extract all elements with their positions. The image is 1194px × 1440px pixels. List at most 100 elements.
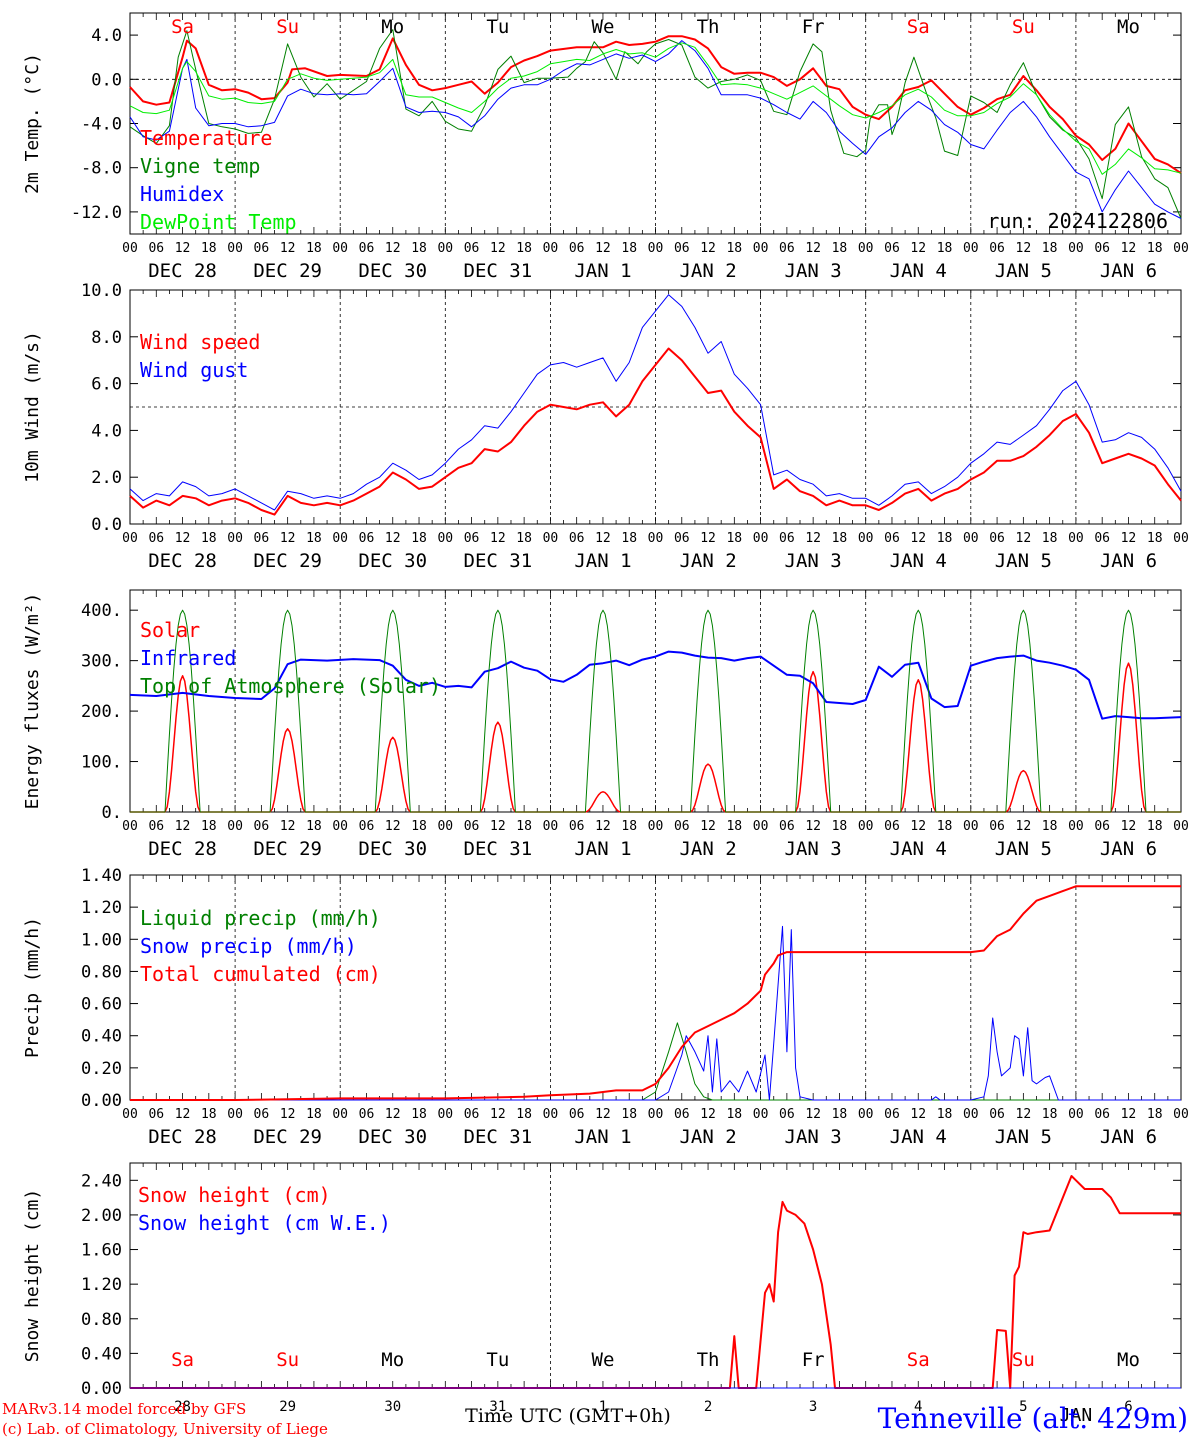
y-tick-label: 2.0 xyxy=(91,468,122,488)
hour-tick-label: 12 xyxy=(385,241,401,256)
hour-tick-label: 00 xyxy=(648,531,664,546)
hour-tick-label: 12 xyxy=(595,241,611,256)
hour-tick-label: 00 xyxy=(963,1107,979,1122)
series-line-3-2 xyxy=(129,650,1182,720)
hour-tick-label: 00 xyxy=(543,1107,559,1122)
hour-tick-label: 00 xyxy=(858,1107,874,1122)
y-tick-label: 1.40 xyxy=(81,866,122,886)
hour-tick-label: 12 xyxy=(595,1107,611,1122)
run-label: run: 2024122806 xyxy=(987,209,1168,233)
date-label: DEC 28 xyxy=(148,838,217,860)
y-tick-label: 2.00 xyxy=(81,1206,122,1226)
y-tick-label: 1.20 xyxy=(81,898,122,918)
hour-tick-label: 00 xyxy=(858,819,874,834)
hour-tick-label: 18 xyxy=(1147,531,1163,546)
date-label: JAN 5 xyxy=(995,838,1052,860)
hour-tick-label: 18 xyxy=(516,819,532,834)
legend-entry: Total cumulated (cm) xyxy=(140,962,381,986)
hour-tick-label: 18 xyxy=(832,1107,848,1122)
hour-tick-label: 00 xyxy=(437,1107,453,1122)
y-tick-label: -8.0 xyxy=(81,159,122,179)
day-number-label: 3 xyxy=(809,1399,817,1415)
date-label: DEC 28 xyxy=(148,260,217,282)
hour-tick-label: 06 xyxy=(148,1107,164,1122)
hour-tick-label: 00 xyxy=(543,241,559,256)
date-label: DEC 31 xyxy=(464,1126,533,1148)
hour-tick-label: 06 xyxy=(359,819,375,834)
date-label: DEC 28 xyxy=(148,1126,217,1148)
weekday-label: Su xyxy=(276,1349,299,1371)
month-label: JAN xyxy=(1060,1405,1093,1426)
hour-tick-label: 12 xyxy=(700,1107,716,1122)
hour-tick-label: 00 xyxy=(332,241,348,256)
y-tick-label: -12.0 xyxy=(71,203,122,223)
weekday-label: Sa xyxy=(907,16,930,38)
legend-entry: Snow precip (mm/h) xyxy=(140,934,357,958)
series-line-1-3 xyxy=(129,40,1182,219)
date-label: JAN 4 xyxy=(890,1126,947,1148)
hour-tick-label: 06 xyxy=(674,819,690,834)
y-tick-label: 0.80 xyxy=(81,1310,122,1330)
hour-tick-label: 06 xyxy=(779,819,795,834)
hour-tick-label: 00 xyxy=(122,1107,138,1122)
date-label: JAN 2 xyxy=(679,838,736,860)
date-label: JAN 4 xyxy=(890,550,947,572)
hour-tick-label: 06 xyxy=(569,1107,585,1122)
date-label: JAN 1 xyxy=(574,838,631,860)
hour-tick-label: 12 xyxy=(595,819,611,834)
date-label: JAN 2 xyxy=(679,260,736,282)
y-axis-label: Snow height (cm) xyxy=(22,1189,43,1362)
hour-tick-label: 00 xyxy=(332,819,348,834)
weekday-label: Th xyxy=(697,16,720,38)
hour-tick-label: 00 xyxy=(1173,819,1189,834)
panel-5: 0.00 0.40 0.80 1.20 1.60 2.00 2.40 Snow height … xyxy=(22,1162,1182,1426)
hour-tick-label: 12 xyxy=(490,531,506,546)
date-label: DEC 30 xyxy=(358,260,427,282)
day-number-label: 30 xyxy=(384,1399,401,1415)
hour-tick-label: 12 xyxy=(805,819,821,834)
hour-tick-label: 12 xyxy=(805,241,821,256)
hour-tick-label: 00 xyxy=(1173,531,1189,546)
hour-tick-label: 06 xyxy=(359,241,375,256)
hour-tick-label: 18 xyxy=(937,1107,953,1122)
legend-entry: Wind gust xyxy=(140,358,248,382)
hour-tick-label: 06 xyxy=(254,531,270,546)
day-number-label: 1 xyxy=(599,1399,607,1415)
series-line-2-1 xyxy=(129,347,1182,516)
hour-tick-label: 00 xyxy=(1173,1107,1189,1122)
hour-tick-label: 06 xyxy=(989,1107,1005,1122)
hour-tick-label: 18 xyxy=(726,1107,742,1122)
weekday-label: Sa xyxy=(171,16,194,38)
hour-tick-label: 00 xyxy=(122,241,138,256)
date-label: JAN 6 xyxy=(1100,550,1157,572)
hour-tick-label: 12 xyxy=(385,819,401,834)
y-tick-label: -4.0 xyxy=(81,115,122,135)
y-tick-label: 10.0 xyxy=(81,281,122,301)
hour-tick-label: 00 xyxy=(1068,531,1084,546)
weekday-label: Sa xyxy=(907,1349,930,1371)
date-label: JAN 6 xyxy=(1100,838,1157,860)
weekday-label: Sa xyxy=(171,1349,194,1371)
hour-tick-label: 06 xyxy=(1094,819,1110,834)
date-label: JAN 4 xyxy=(890,838,947,860)
y-axis-label: 10m Wind (m/s) xyxy=(22,331,43,483)
hour-tick-label: 12 xyxy=(910,819,926,834)
hour-tick-label: 06 xyxy=(674,531,690,546)
y-tick-label: 200. xyxy=(81,702,122,722)
hour-tick-label: 18 xyxy=(726,531,742,546)
hour-tick-label: 18 xyxy=(726,819,742,834)
hour-tick-label: 12 xyxy=(175,241,191,256)
date-label: JAN 5 xyxy=(995,550,1052,572)
hour-tick-label: 06 xyxy=(148,241,164,256)
hour-tick-label: 12 xyxy=(1016,241,1032,256)
date-label: JAN 3 xyxy=(785,1126,842,1148)
date-label: JAN 5 xyxy=(995,260,1052,282)
hour-tick-label: 12 xyxy=(175,531,191,546)
date-label: JAN 4 xyxy=(890,260,947,282)
date-label: JAN 3 xyxy=(785,550,842,572)
weekday-label: Mo xyxy=(381,16,404,38)
y-tick-label: 1.00 xyxy=(81,930,122,950)
y-tick-label: 1.20 xyxy=(81,1275,122,1295)
hour-tick-label: 00 xyxy=(648,819,664,834)
legend-entry: Humidex xyxy=(140,182,224,206)
